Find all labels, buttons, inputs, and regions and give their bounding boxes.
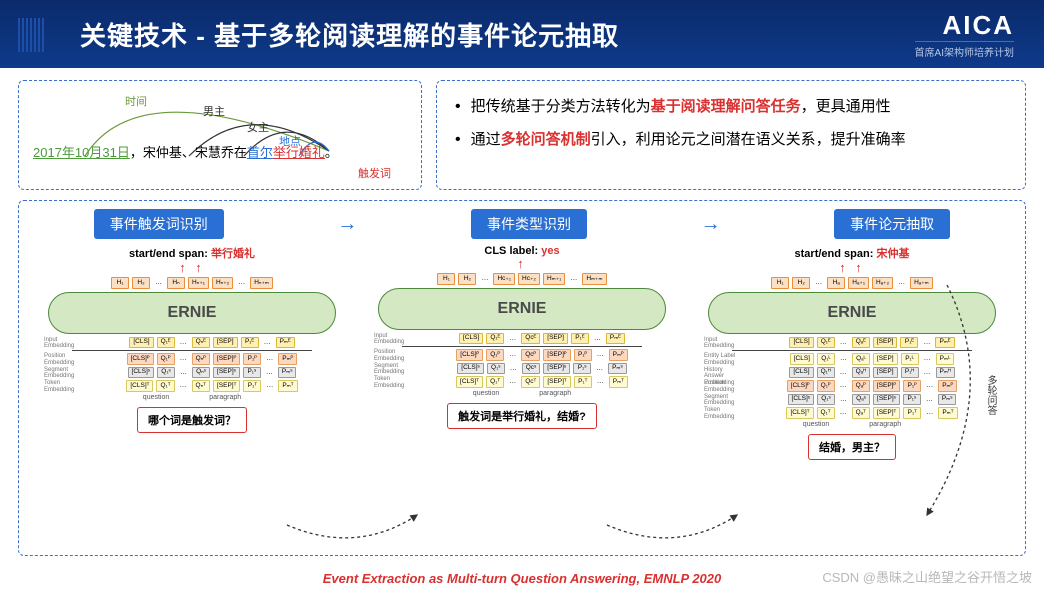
ernie-block: ERNIE — [48, 292, 336, 334]
output-row: H₁H₂…HₙHₙ₊₁Hₙ₊₂…Hₙ₊ₘ — [42, 277, 342, 289]
trigger-label: 触发词 — [358, 165, 391, 181]
logo-text: AICA — [915, 10, 1014, 41]
arc-label-time: 时间 — [125, 93, 147, 109]
notes-panel: 把传统基于分类方法转化为基于阅读理解问答任务，更具通用性 通过多轮问答机制引入，… — [436, 80, 1026, 190]
label-input-emb: Input Embedding — [44, 337, 80, 350]
question-box-3: 结婚，男主？ — [808, 434, 896, 460]
up-arrow-icon: ↑ ↑ — [42, 260, 342, 275]
note-2: 通过多轮问答机制引入，利用论元之间潜在语义关系，提升准确率 — [455, 128, 1007, 149]
stage-3: 事件论元抽取 — [834, 209, 950, 239]
example-panel: 时间 男主 女主 地点 2017年10月31日，宋仲基、宋慧乔在首尔举行婚礼。 … — [18, 80, 422, 190]
token-date: 2017年10月31日 — [33, 145, 130, 160]
citation: Event Extraction as Multi-turn Question … — [323, 571, 722, 586]
output-span-3: start/end span: 宋仲基 — [702, 245, 1002, 261]
label-pos-emb: Position Embedding — [44, 353, 80, 366]
ernie-block: ERNIE — [708, 292, 996, 334]
header: 关键技术 - 基于多轮阅读理解的事件论元抽取 AICA 首席AI架构师培养计划 — [0, 0, 1044, 68]
module-type-detect: CLS label: yes ↑ H₁H₂…Hc₊₁Hc₊₂Hₘ₊₁…Hₘ₊ₘ … — [372, 245, 672, 460]
arc-label-female: 女主 — [247, 119, 269, 135]
module-argument-extract: 多轮问答 start/end span: 宋仲基 ↑ ↑ H₁H₂…HₐHₐ₊₁… — [702, 245, 1002, 460]
logo-subtitle: 首席AI架构师培养计划 — [915, 41, 1014, 59]
stage-row: 事件触发词识别 → 事件类型识别 → 事件论元抽取 — [27, 209, 1017, 239]
up-arrow-icon: ↑ ↑ — [702, 260, 1002, 275]
label-tok-emb: Token Embedding — [44, 380, 80, 393]
logo: AICA 首席AI架构师培养计划 — [915, 10, 1014, 59]
arrow-icon: → — [337, 213, 357, 236]
output-span-1: start/end span: 举行婚礼 — [42, 245, 342, 261]
example-sentence: 2017年10月31日，宋仲基、宋慧乔在首尔举行婚礼。 — [33, 142, 338, 161]
token-trigger: 举行婚礼 — [273, 145, 325, 160]
module-trigger-detect: start/end span: 举行婚礼 ↑ ↑ H₁H₂…HₙHₙ₊₁Hₙ₊₂… — [42, 245, 342, 460]
stage-2: 事件类型识别 — [471, 209, 587, 239]
header-stripes — [18, 18, 44, 52]
ernie-block: ERNIE — [378, 288, 666, 330]
page-title: 关键技术 - 基于多轮阅读理解的事件论元抽取 — [80, 16, 619, 53]
up-arrow-icon: ↑ — [372, 256, 672, 271]
token-location: 首尔 — [247, 145, 273, 160]
arrow-icon: → — [701, 213, 721, 236]
question-box-2: 触发词是举行婚礼，结婚? — [447, 403, 597, 429]
stage-1: 事件触发词识别 — [94, 209, 224, 239]
arc-label-male: 男主 — [203, 103, 225, 119]
label-seg-emb: Segment Embedding — [44, 367, 80, 380]
watermark: CSDN @愚昧之山绝望之谷开悟之坡 — [822, 567, 1032, 586]
note-1: 把传统基于分类方法转化为基于阅读理解问答任务，更具通用性 — [455, 95, 1007, 116]
diagram-panel: 事件触发词识别 → 事件类型识别 → 事件论元抽取 start/end span… — [18, 200, 1026, 556]
question-box-1: 哪个词是触发词？ — [137, 407, 247, 433]
